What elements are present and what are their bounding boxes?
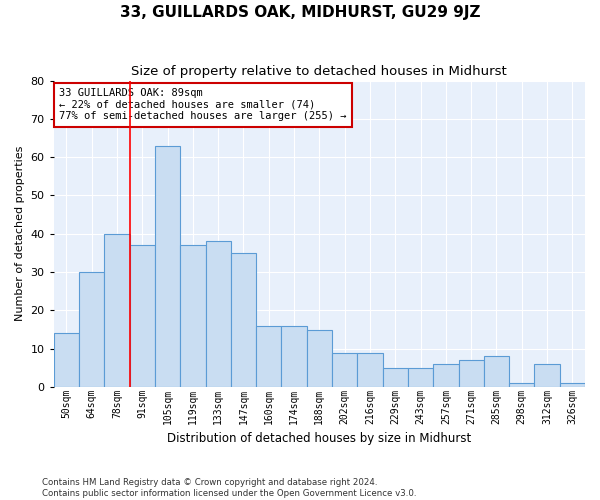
- Bar: [484, 356, 509, 387]
- Bar: [408, 368, 433, 387]
- Bar: [560, 383, 585, 387]
- Text: 33 GUILLARDS OAK: 89sqm
← 22% of detached houses are smaller (74)
77% of semi-de: 33 GUILLARDS OAK: 89sqm ← 22% of detache…: [59, 88, 347, 122]
- Bar: [535, 364, 560, 387]
- Bar: [130, 246, 155, 387]
- Bar: [180, 246, 206, 387]
- Bar: [433, 364, 458, 387]
- Bar: [281, 326, 307, 387]
- Bar: [509, 383, 535, 387]
- Bar: [458, 360, 484, 387]
- Bar: [155, 146, 180, 387]
- Bar: [332, 352, 358, 387]
- Text: Contains HM Land Registry data © Crown copyright and database right 2024.
Contai: Contains HM Land Registry data © Crown c…: [42, 478, 416, 498]
- Title: Size of property relative to detached houses in Midhurst: Size of property relative to detached ho…: [131, 65, 507, 78]
- Bar: [104, 234, 130, 387]
- Bar: [358, 352, 383, 387]
- Bar: [256, 326, 281, 387]
- Bar: [231, 253, 256, 387]
- Bar: [79, 272, 104, 387]
- Bar: [383, 368, 408, 387]
- X-axis label: Distribution of detached houses by size in Midhurst: Distribution of detached houses by size …: [167, 432, 472, 445]
- Bar: [307, 330, 332, 387]
- Bar: [206, 242, 231, 387]
- Y-axis label: Number of detached properties: Number of detached properties: [15, 146, 25, 322]
- Bar: [54, 334, 79, 387]
- Text: 33, GUILLARDS OAK, MIDHURST, GU29 9JZ: 33, GUILLARDS OAK, MIDHURST, GU29 9JZ: [120, 5, 480, 20]
